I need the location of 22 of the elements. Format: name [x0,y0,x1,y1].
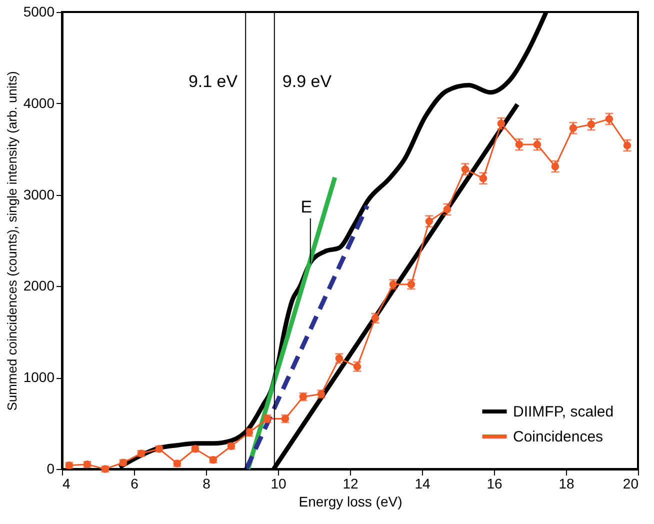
x-tick-label: 8 [202,476,211,492]
y-tick-label: 1000 [23,369,55,386]
x-tick-label: 6 [130,476,139,492]
annotation: E [300,197,312,216]
x-tick-label: 14 [414,476,430,492]
x-axis-title: Energy loss (eV) [298,494,402,510]
x-tick-label: 16 [486,476,502,492]
y-axis-title: Summed coincidences (counts), single intensity (arb. units) [4,71,20,411]
legend-label: DIIMFP, scaled [513,404,614,420]
x-tick-label: 10 [270,476,286,492]
x-tick-label: 4 [62,476,70,492]
legend-label: Coincidences [513,428,604,446]
y-tick-label: 0 [46,460,55,476]
x-tick-label: 18 [558,476,574,492]
y-tick-label: 5000 [23,4,55,20]
ref-line-label: 9.1 eV [188,72,238,91]
y-tick-label: 3000 [23,186,55,202]
x-tick-label: 12 [342,476,358,492]
y-tick-label: 4000 [23,94,55,111]
x-tick-label: 20 [622,476,639,492]
y-tick-label: 2000 [23,278,55,294]
ref-line-label: 9.9 eV [282,72,332,91]
